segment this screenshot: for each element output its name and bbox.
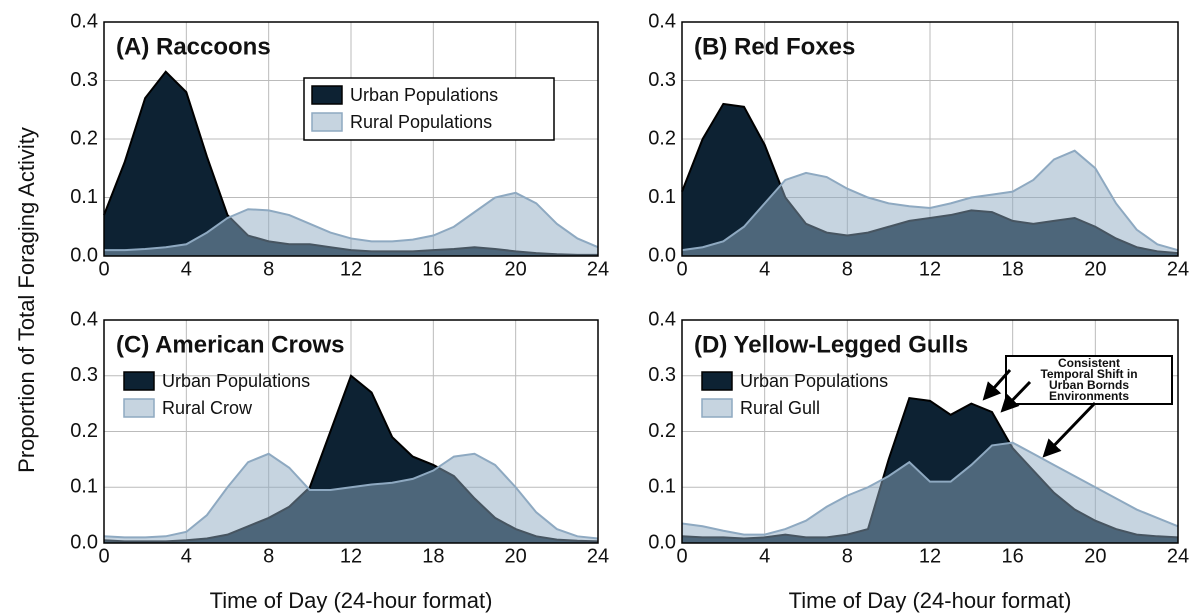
y-tick-label: 0.2 bbox=[648, 127, 676, 149]
y-tick-label: 0.4 bbox=[70, 308, 98, 330]
y-tick-label: 0.1 bbox=[648, 186, 676, 208]
legend-swatch bbox=[124, 372, 154, 390]
y-tick-label: 0.1 bbox=[70, 186, 98, 208]
legend-swatch bbox=[312, 86, 342, 104]
legend-label: Urban Populations bbox=[350, 85, 498, 105]
x-tick-label: 4 bbox=[759, 545, 770, 567]
x-tick-label: 18 bbox=[1002, 258, 1024, 280]
x-tick-label: 0 bbox=[676, 258, 687, 280]
y-axis-label: Proportion of Total Foraging Activity bbox=[14, 127, 39, 473]
x-tick-label: 4 bbox=[181, 258, 192, 280]
x-tick-label: 20 bbox=[505, 258, 527, 280]
x-tick-label: 18 bbox=[422, 545, 444, 567]
x-tick-label: 24 bbox=[1167, 545, 1189, 567]
annotation-text: Environments bbox=[1049, 389, 1129, 403]
x-tick-label: 0 bbox=[676, 545, 687, 567]
x-tick-label: 12 bbox=[919, 258, 941, 280]
x-tick-label: 12 bbox=[340, 258, 362, 280]
x-tick-label: 8 bbox=[842, 258, 853, 280]
legend-label: Rural Crow bbox=[162, 398, 253, 418]
y-tick-label: 0.4 bbox=[70, 10, 98, 32]
x-tick-label: 0 bbox=[98, 545, 109, 567]
y-tick-label: 0.0 bbox=[648, 244, 676, 266]
y-tick-label: 0.0 bbox=[648, 531, 676, 553]
legend-label: Urban Populations bbox=[162, 371, 310, 391]
y-tick-label: 0.3 bbox=[648, 364, 676, 386]
x-tick-label: 8 bbox=[842, 545, 853, 567]
x-tick-label: 24 bbox=[587, 545, 609, 567]
x-tick-label: 24 bbox=[1167, 258, 1189, 280]
legend-swatch bbox=[702, 399, 732, 417]
chart: Proportion of Total Foraging Activity 0.… bbox=[0, 0, 1201, 616]
y-tick-label: 0.1 bbox=[70, 476, 98, 498]
x-tick-label: 16 bbox=[1002, 545, 1024, 567]
x-tick-label: 20 bbox=[1084, 258, 1106, 280]
panel-title: (C) American Crows bbox=[116, 331, 345, 358]
x-tick-label: 16 bbox=[422, 258, 444, 280]
x-tick-label: 8 bbox=[263, 545, 274, 567]
x-axis-label: Time of Day (24-hour format) bbox=[789, 588, 1072, 613]
y-tick-label: 0.2 bbox=[648, 420, 676, 442]
legend-swatch bbox=[702, 372, 732, 390]
y-tick-label: 0.4 bbox=[648, 10, 676, 32]
legend-label: Rural Populations bbox=[350, 112, 492, 132]
legend-swatch bbox=[312, 113, 342, 131]
legend-swatch bbox=[124, 399, 154, 417]
x-tick-label: 4 bbox=[181, 545, 192, 567]
legend-label: Rural Gull bbox=[740, 398, 820, 418]
y-tick-label: 0.3 bbox=[70, 69, 98, 91]
y-tick-label: 0.2 bbox=[70, 420, 98, 442]
panel-title: (A) Raccoons bbox=[116, 33, 271, 60]
y-tick-label: 0.3 bbox=[70, 364, 98, 386]
y-tick-label: 0.0 bbox=[70, 531, 98, 553]
panel-title: (D) Yellow-Legged Gulls bbox=[694, 331, 968, 358]
x-tick-label: 4 bbox=[759, 258, 770, 280]
x-axis-label: Time of Day (24-hour format) bbox=[210, 588, 493, 613]
legend-label: Urban Populations bbox=[740, 371, 888, 391]
x-tick-label: 24 bbox=[587, 258, 609, 280]
y-tick-label: 0.4 bbox=[648, 308, 676, 330]
arrow bbox=[1045, 403, 1095, 455]
panel-title: (B) Red Foxes bbox=[694, 33, 855, 60]
x-tick-label: 0 bbox=[98, 258, 109, 280]
x-tick-label: 20 bbox=[1084, 545, 1106, 567]
x-tick-label: 12 bbox=[919, 545, 941, 567]
x-tick-label: 20 bbox=[505, 545, 527, 567]
y-tick-label: 0.2 bbox=[70, 127, 98, 149]
y-tick-label: 0.3 bbox=[648, 69, 676, 91]
x-tick-label: 8 bbox=[263, 258, 274, 280]
y-tick-label: 0.0 bbox=[70, 244, 98, 266]
y-tick-label: 0.1 bbox=[648, 476, 676, 498]
x-tick-label: 12 bbox=[340, 545, 362, 567]
